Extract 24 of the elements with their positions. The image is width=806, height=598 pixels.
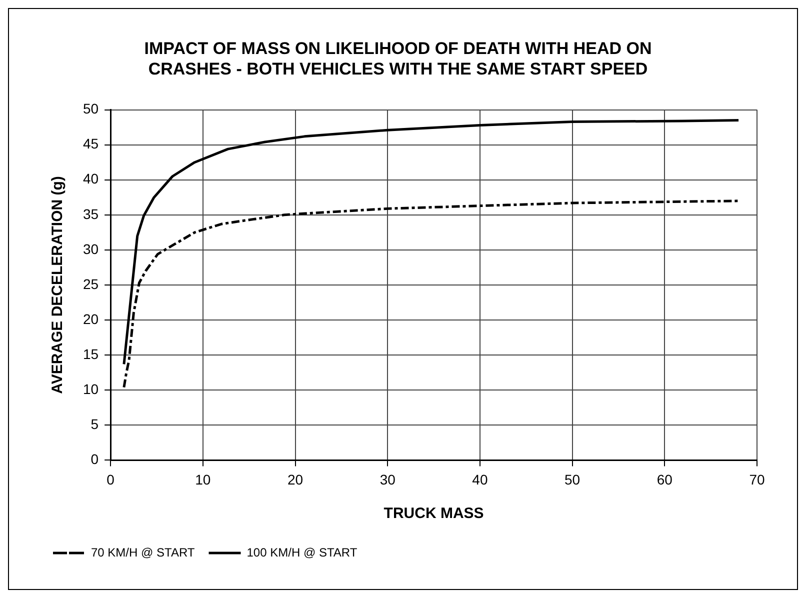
- x-tick-label: 60: [656, 471, 673, 488]
- x-tick-label: 10: [195, 471, 211, 488]
- y-tick-label: 45: [82, 136, 99, 152]
- y-tick-label: 40: [82, 170, 99, 187]
- x-tick-label: 50: [564, 471, 580, 488]
- x-tick-label: 20: [287, 471, 304, 488]
- y-tick-label: 50: [82, 100, 99, 117]
- y-tick-label: 35: [82, 206, 99, 222]
- legend-label: 100 KM/H @ START: [246, 545, 358, 560]
- y-tick-label: 30: [82, 240, 99, 257]
- x-axis-title: TRUCK MASS: [384, 505, 484, 522]
- x-tick-label: 0: [106, 471, 115, 488]
- x-tick-label: 40: [472, 471, 488, 488]
- y-tick-label: 15: [82, 346, 99, 362]
- y-tick-label: 0: [90, 451, 99, 468]
- y-axis-title: AVERAGE DECELERATION (g): [49, 176, 66, 394]
- chart-title: IMPACT OF MASS ON LIKELIHOOD OF DEATH WITH HEAD ON CRASHES - BOTH VEHICLES WITH THE SAME START SPEED: [144, 38, 652, 78]
- y-tick-label: 25: [82, 276, 99, 292]
- x-tick-label: 30: [380, 471, 396, 488]
- y-tick-label: 10: [82, 380, 99, 397]
- legend-label: 70 KM/H @ START: [91, 545, 196, 560]
- y-tick-label: 20: [82, 310, 99, 327]
- x-tick-label: 70: [749, 471, 765, 488]
- y-tick-label: 5: [90, 416, 99, 432]
